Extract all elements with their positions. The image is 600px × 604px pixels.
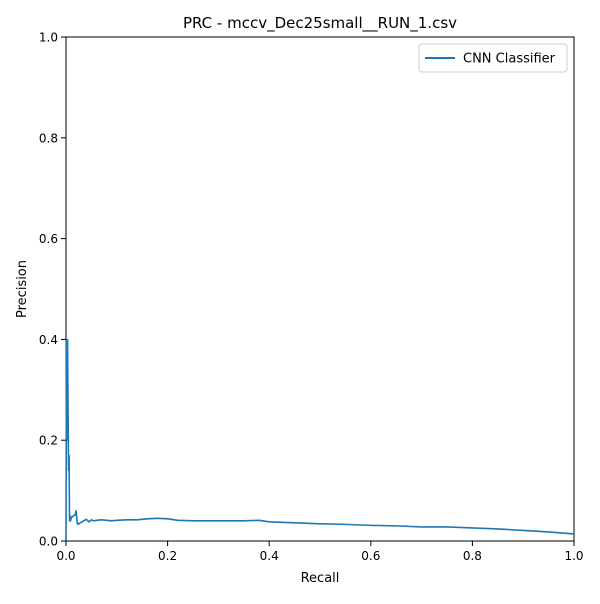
y-tick-label: 0.4: [39, 333, 58, 347]
legend-box: [418, 43, 568, 73]
x-tick-label: 0.2: [158, 549, 177, 563]
legend-entry-label: CNN Classifier: [463, 52, 556, 67]
x-tick-label: 0.4: [260, 549, 279, 563]
y-tick-label: 1.0: [39, 31, 58, 45]
axes-frame: [65, 36, 575, 542]
plot-area: 0.0 0.2 0.4 0.6 0.8 1.0 0.0 0.2 0.4 0.6 0.8 1.0: [39, 31, 584, 564]
x-tick-label: 0.6: [361, 549, 380, 563]
x-tick-label: 1.0: [564, 549, 583, 563]
y-axis-label: Precision: [15, 260, 30, 318]
legend: CNN Classifier: [418, 43, 568, 73]
x-tick-label: 0.8: [463, 549, 482, 563]
y-axis-ticks: 0.0 0.2 0.4 0.6 0.8 1.0: [39, 31, 66, 549]
chart-title: PRC - mccv_Dec25small__RUN_1.csv: [183, 14, 457, 33]
series-layer: [65, 338, 575, 542]
series-line-0: [65, 338, 575, 542]
x-tick-label: 0.0: [56, 549, 75, 563]
y-tick-label: 0.8: [39, 131, 58, 145]
y-tick-label: 0.2: [39, 434, 58, 448]
x-axis-ticks: 0.0 0.2 0.4 0.6 0.8 1.0: [56, 541, 584, 563]
y-tick-label: 0.0: [39, 535, 58, 549]
y-tick-label: 0.6: [39, 232, 58, 246]
x-axis-label: Recall: [301, 571, 340, 586]
